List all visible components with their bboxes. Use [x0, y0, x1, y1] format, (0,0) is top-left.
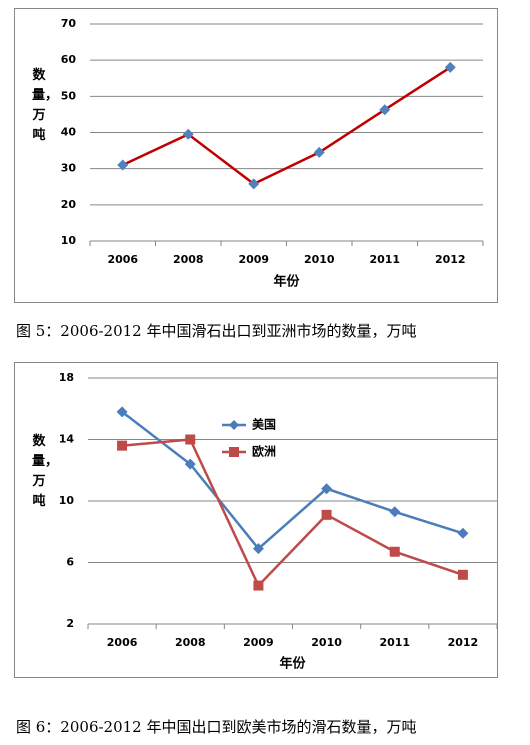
- x-tick-label: 2006: [107, 253, 138, 266]
- data-point: [184, 458, 196, 470]
- data-point: [321, 509, 332, 520]
- data-point: [252, 543, 264, 555]
- data-point: [457, 527, 469, 539]
- x-tick-label: 2009: [243, 636, 274, 649]
- y-tick-label: 30: [61, 162, 77, 175]
- y-tick-label: 60: [61, 53, 77, 66]
- data-point: [389, 506, 401, 518]
- data-point: [444, 61, 456, 73]
- y-tick-label: 20: [61, 198, 77, 211]
- x-axis-title: 年份: [279, 656, 306, 672]
- y-tick-label: 10: [59, 494, 75, 507]
- y-tick-label: 2: [66, 617, 74, 630]
- x-tick-label: 2008: [175, 636, 206, 649]
- data-line: [121, 410, 464, 551]
- data-line: [121, 438, 464, 588]
- x-tick-label: 2006: [107, 636, 138, 649]
- y-tick-label: 70: [61, 17, 77, 30]
- data-point: [313, 146, 325, 158]
- legend-label: 美国: [252, 417, 276, 432]
- data-point: [185, 434, 196, 445]
- y-tick-label: 18: [59, 371, 74, 384]
- figure-caption: 图 5：2006-2012 年中国滑石出口到亚洲市场的数量，万吨: [16, 322, 417, 340]
- x-tick-label: 2011: [379, 636, 410, 649]
- legend-marker: [229, 447, 239, 457]
- x-tick-label: 2010: [304, 253, 335, 266]
- data-point: [116, 406, 128, 418]
- y-axis-title: 数量，万吨: [32, 434, 59, 509]
- y-tick-label: 6: [66, 556, 74, 569]
- data-point: [253, 580, 264, 591]
- chart-frame: [14, 8, 498, 303]
- x-tick-label: 2009: [238, 253, 269, 266]
- y-tick-label: 50: [61, 89, 77, 102]
- x-axis-title: 年份: [273, 274, 300, 290]
- x-tick-label: 2008: [173, 253, 204, 266]
- data-point: [321, 483, 333, 495]
- chart-frame: [14, 362, 498, 678]
- y-tick-label: 40: [61, 126, 77, 139]
- data-point: [379, 104, 391, 116]
- data-point: [117, 159, 129, 171]
- figure-caption: 图 6：2006-2012 年中国出口到欧美市场的滑石数量，万吨: [16, 718, 417, 736]
- data-point: [117, 440, 128, 451]
- data-point: [248, 178, 260, 190]
- y-tick-label: 10: [61, 234, 77, 247]
- data-point: [457, 569, 468, 580]
- data-line: [122, 66, 451, 186]
- legend-label: 欧洲: [252, 444, 276, 459]
- y-tick-label: 14: [59, 433, 75, 446]
- x-tick-label: 2012: [435, 253, 466, 266]
- y-axis-title: 数量，万吨: [32, 68, 59, 143]
- x-tick-label: 2012: [448, 636, 479, 649]
- x-tick-label: 2011: [369, 253, 400, 266]
- x-tick-label: 2010: [311, 636, 342, 649]
- data-point: [389, 546, 400, 557]
- data-point: [182, 128, 194, 140]
- legend-marker: [229, 420, 239, 430]
